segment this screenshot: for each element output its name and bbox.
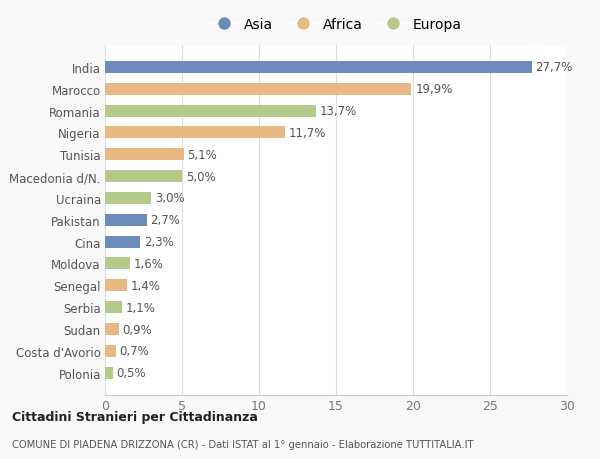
- Text: 2,3%: 2,3%: [144, 235, 174, 249]
- Text: 5,0%: 5,0%: [186, 170, 215, 183]
- Bar: [105, 149, 184, 161]
- Text: 1,6%: 1,6%: [133, 257, 163, 270]
- Text: 11,7%: 11,7%: [289, 127, 326, 140]
- Bar: [105, 345, 116, 357]
- Bar: [105, 323, 119, 335]
- Bar: [105, 280, 127, 292]
- Bar: [105, 258, 130, 270]
- Text: 0,5%: 0,5%: [116, 366, 146, 380]
- Text: COMUNE DI PIADENA DRIZZONA (CR) - Dati ISTAT al 1° gennaio - Elaborazione TUTTIT: COMUNE DI PIADENA DRIZZONA (CR) - Dati I…: [12, 440, 473, 449]
- Bar: [105, 236, 140, 248]
- Text: 5,1%: 5,1%: [187, 148, 217, 162]
- Bar: [105, 84, 412, 95]
- Bar: [105, 192, 151, 205]
- Bar: [105, 106, 316, 118]
- Bar: [105, 214, 146, 226]
- Bar: [105, 62, 532, 74]
- Bar: [105, 367, 113, 379]
- Text: 3,0%: 3,0%: [155, 192, 185, 205]
- Bar: [105, 171, 182, 183]
- Text: 13,7%: 13,7%: [320, 105, 357, 118]
- Bar: [105, 127, 285, 139]
- Text: 2,7%: 2,7%: [151, 214, 181, 227]
- Bar: [105, 302, 122, 313]
- Text: 1,1%: 1,1%: [126, 301, 155, 314]
- Text: Cittadini Stranieri per Cittadinanza: Cittadini Stranieri per Cittadinanza: [12, 410, 258, 423]
- Legend: Asia, Africa, Europa: Asia, Africa, Europa: [211, 18, 461, 32]
- Text: 19,9%: 19,9%: [415, 83, 452, 96]
- Text: 1,4%: 1,4%: [130, 279, 160, 292]
- Text: 0,9%: 0,9%: [123, 323, 152, 336]
- Text: 27,7%: 27,7%: [535, 61, 573, 74]
- Text: 0,7%: 0,7%: [119, 345, 149, 358]
